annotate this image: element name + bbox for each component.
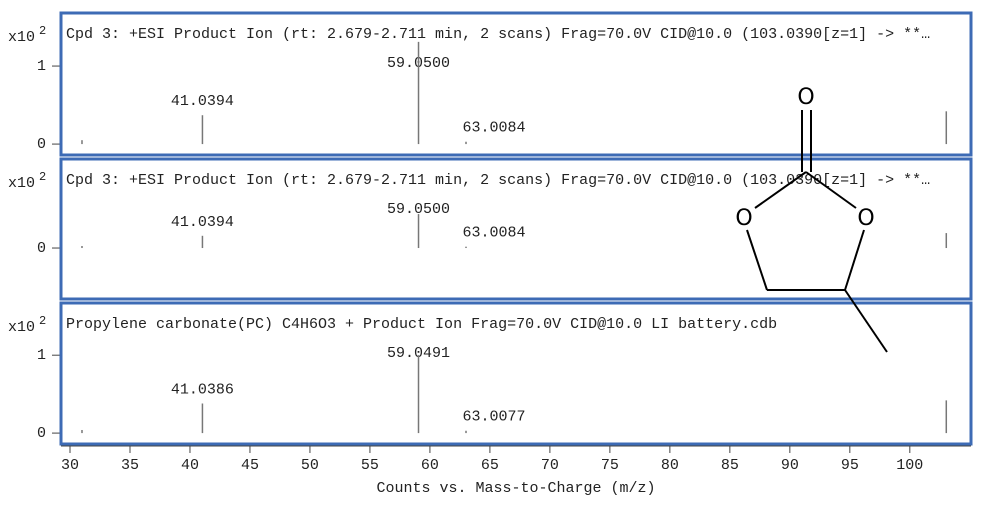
x-tick-label: 100 bbox=[896, 457, 923, 474]
x-axis-label: Counts vs. Mass-to-Charge (m/z) bbox=[376, 480, 655, 497]
y-axis-exponent: 2 bbox=[39, 314, 46, 328]
bond bbox=[805, 171, 857, 209]
peak-label: 41.0386 bbox=[171, 381, 234, 398]
y-tick-label: 1 bbox=[37, 347, 46, 364]
panel-title: Cpd 3: +ESI Product Ion (rt: 2.679-2.711… bbox=[66, 26, 930, 43]
y-axis-label: x10 bbox=[8, 175, 35, 192]
x-tick-label: 35 bbox=[121, 457, 139, 474]
peak-label: 41.0394 bbox=[171, 93, 234, 110]
peak-label: 59.0500 bbox=[387, 201, 450, 218]
panel-frame bbox=[59, 157, 973, 301]
x-tick-label: 45 bbox=[241, 457, 259, 474]
x-tick-label: 70 bbox=[541, 457, 559, 474]
peak-label: 63.0084 bbox=[463, 225, 526, 242]
panel-title: Propylene carbonate(PC) C4H6O3 + Product… bbox=[66, 316, 777, 333]
panel-frame bbox=[59, 11, 973, 157]
peak-label: 63.0077 bbox=[462, 409, 525, 426]
y-axis-exponent: 2 bbox=[39, 170, 46, 184]
panel-frame bbox=[59, 301, 973, 446]
peak-label: 63.0084 bbox=[463, 120, 526, 137]
x-tick-label: 75 bbox=[601, 457, 619, 474]
bond bbox=[746, 229, 768, 291]
atom: O bbox=[797, 85, 814, 110]
peak-label: 59.0491 bbox=[387, 345, 450, 362]
bond bbox=[754, 171, 807, 209]
y-axis-label: x10 bbox=[8, 29, 35, 46]
x-tick-label: 95 bbox=[841, 457, 859, 474]
x-tick-label: 90 bbox=[781, 457, 799, 474]
x-tick-label: 30 bbox=[61, 457, 79, 474]
x-tick-label: 40 bbox=[181, 457, 199, 474]
x-tick-label: 50 bbox=[301, 457, 319, 474]
x-tick-label: 85 bbox=[721, 457, 739, 474]
bond bbox=[844, 289, 888, 353]
x-tick-label: 55 bbox=[361, 457, 379, 474]
y-tick-label: 1 bbox=[37, 58, 46, 75]
atom: O bbox=[735, 206, 752, 231]
y-tick-label: 0 bbox=[37, 136, 46, 153]
peak-label: 41.0394 bbox=[171, 214, 234, 231]
molecule: O O O bbox=[735, 85, 888, 353]
y-axis-label: x10 bbox=[8, 319, 35, 336]
x-tick-label: 65 bbox=[481, 457, 499, 474]
x-tick-label: 60 bbox=[421, 457, 439, 474]
atom: O bbox=[857, 206, 874, 231]
panel-title: Cpd 3: +ESI Product Ion (rt: 2.679-2.711… bbox=[66, 172, 930, 189]
y-tick-label: 0 bbox=[37, 240, 46, 257]
x-tick-label: 80 bbox=[661, 457, 679, 474]
y-axis-exponent: 2 bbox=[39, 24, 46, 38]
y-tick-label: 0 bbox=[37, 425, 46, 442]
bond bbox=[844, 229, 865, 291]
